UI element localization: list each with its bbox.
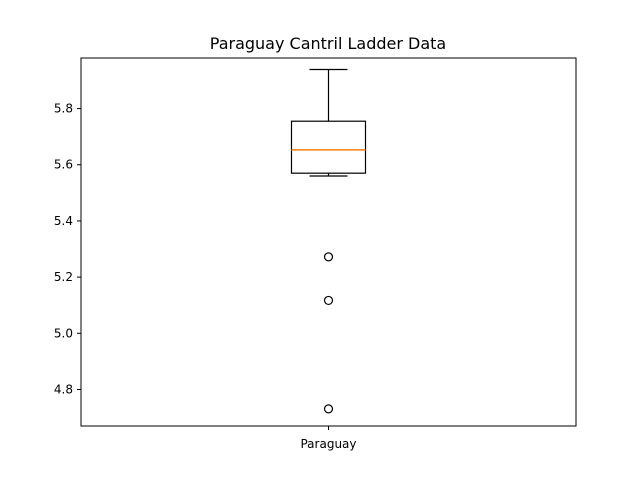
- chart-title: Paraguay Cantril Ladder Data: [210, 34, 446, 53]
- x-tick-label: Paraguay: [300, 437, 356, 451]
- box-iqr: [290, 120, 367, 174]
- outlier-point: [323, 404, 334, 414]
- y-tick-label: 5.0: [54, 326, 73, 340]
- y-tick-label: 5.8: [54, 102, 73, 116]
- outlier-point: [323, 252, 334, 262]
- y-tick-label: 5.4: [54, 214, 73, 228]
- y-tick-label: 5.2: [54, 270, 73, 284]
- y-tick-label: 4.8: [54, 382, 73, 396]
- outlier-point: [323, 295, 334, 306]
- plot-area: 4.8 5.0 5.2 5.4 5.6 5.8 Paraguay: [54, 57, 577, 451]
- y-tick-label: 5.6: [54, 158, 73, 172]
